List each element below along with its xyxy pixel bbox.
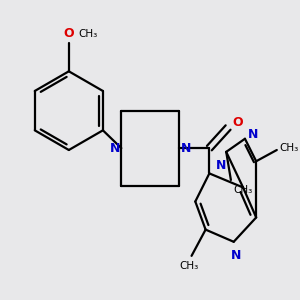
Text: CH₃: CH₃ (280, 143, 299, 153)
Text: CH₃: CH₃ (78, 29, 98, 39)
Text: N: N (231, 249, 242, 262)
Text: N: N (216, 159, 227, 172)
Text: O: O (233, 116, 243, 129)
Text: CH₃: CH₃ (179, 260, 198, 271)
Text: N: N (110, 142, 120, 154)
Text: N: N (248, 128, 258, 141)
Text: CH₃: CH₃ (234, 185, 253, 195)
Text: O: O (64, 27, 74, 40)
Text: N: N (181, 142, 191, 154)
